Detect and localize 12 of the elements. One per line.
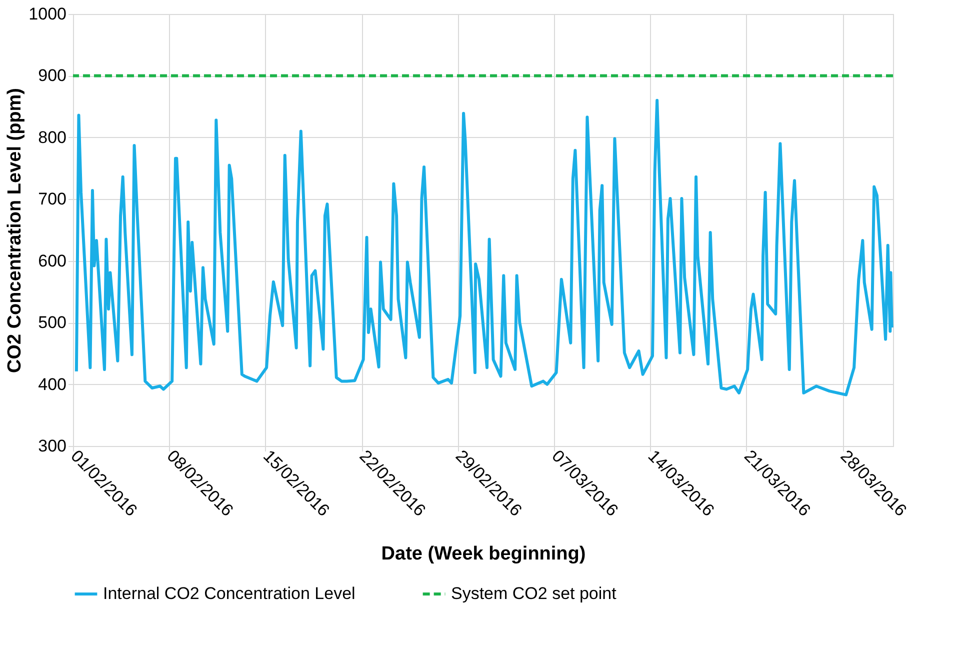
legend-label: Internal CO2 Concentration Level [103, 584, 356, 603]
y-tick-label: 900 [38, 66, 66, 86]
y-tick-label: 1000 [28, 4, 66, 24]
y-tick-label: 600 [38, 251, 66, 270]
y-tick-label: 400 [38, 374, 66, 394]
y-tick-label: 300 [38, 436, 66, 456]
legend-label: System CO2 set point [451, 584, 617, 603]
y-axis-title: CO2 Concentration Level (ppm) [4, 88, 26, 374]
x-axis-title: Date (Week beginning) [381, 543, 586, 564]
y-tick-label: 800 [38, 128, 66, 147]
y-tick-label: 700 [38, 190, 66, 209]
y-tick-label: 500 [38, 313, 66, 332]
